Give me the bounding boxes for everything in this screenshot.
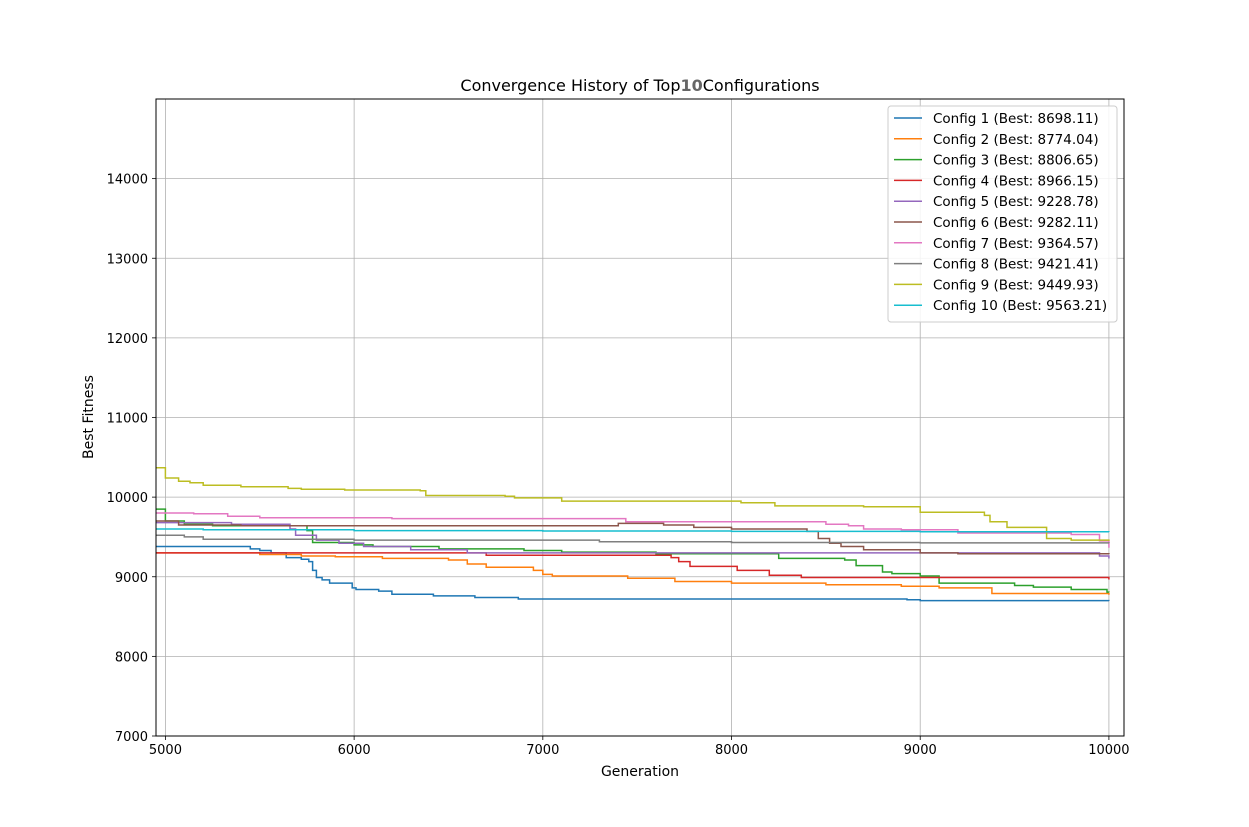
series-line-config-10 <box>156 528 1110 533</box>
series-line-config-8 <box>156 534 1110 544</box>
series-line-config-3 <box>156 508 1110 593</box>
legend: Config 1 (Best: 8698.11) Config 2 (Best: … <box>887 105 1118 323</box>
x-tick-label: 6000 <box>338 743 371 758</box>
series-line-config-7 <box>156 512 1110 548</box>
legend-entry: Config 2 (Best: 8774.04) <box>933 132 1099 148</box>
series-lines <box>156 466 1110 602</box>
chart-title: Convergence History of Top10Configuratio… <box>460 76 819 95</box>
legend-box <box>887 105 1118 323</box>
legend-entry: Config 7 (Best: 9364.57) <box>933 236 1099 252</box>
y-tick-label: 11000 <box>107 412 148 427</box>
x-tick-label: 7000 <box>526 743 559 758</box>
legend-entry: Config 8 (Best: 9421.41) <box>933 257 1099 273</box>
y-tick-label: 14000 <box>107 173 148 188</box>
series-line-config-4 <box>156 552 1110 580</box>
series-line-config-9 <box>156 466 1110 541</box>
legend-entry: Config 4 (Best: 8966.15) <box>933 173 1099 189</box>
legend-entry: Config 5 (Best: 9228.78) <box>933 194 1099 210</box>
y-tick-label: 7000 <box>115 730 148 745</box>
y-tick-label: 9000 <box>115 571 148 586</box>
axis-ticks: 5000 6000 7000 8000 9000 10000 7000 8000 9000 100… <box>107 173 1130 758</box>
legend-entry: Config 6 (Best: 9282.11) <box>933 215 1099 231</box>
y-tick-label: 8000 <box>115 650 148 665</box>
legend-entry: Config 10 (Best: 9563.21) <box>933 298 1107 314</box>
legend-entry: Config 9 (Best: 9449.93) <box>933 277 1099 293</box>
x-tick-label: 8000 <box>715 743 748 758</box>
legend-entry: Config 1 (Best: 8698.11) <box>933 111 1099 127</box>
y-tick-label: 13000 <box>107 252 148 267</box>
chart-title-count: 10 <box>680 76 702 95</box>
y-tick-label: 12000 <box>107 332 148 347</box>
x-tick-label: 9000 <box>904 743 937 758</box>
series-line-config-2 <box>156 552 1110 595</box>
legend-entry: Config 3 (Best: 8806.65) <box>933 153 1099 169</box>
x-tick-label: 5000 <box>149 743 182 758</box>
x-axis-label: Generation <box>601 764 679 780</box>
y-axis-label: Best Fitness <box>81 375 97 459</box>
y-tick-label: 10000 <box>107 491 148 506</box>
x-tick-label: 10000 <box>1088 743 1129 758</box>
